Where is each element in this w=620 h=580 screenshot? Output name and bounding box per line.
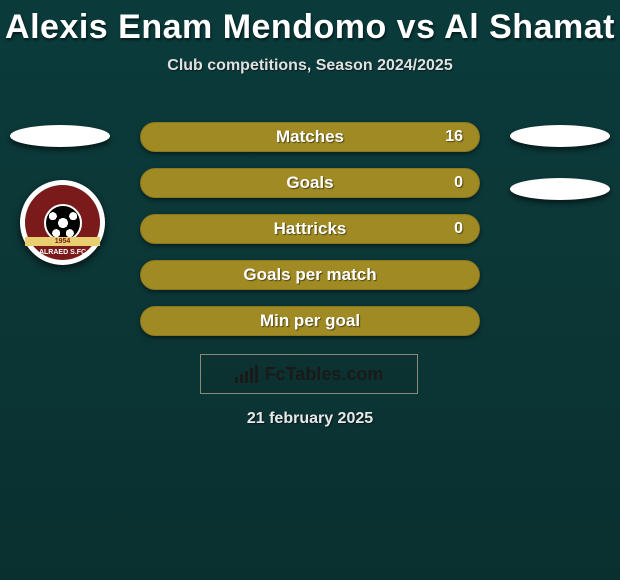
club-badge-year: 1954 xyxy=(25,237,100,246)
stat-value: 0 xyxy=(454,220,463,238)
stat-bar-min-per-goal: Min per goal xyxy=(140,306,480,336)
stat-label: Goals per match xyxy=(243,265,376,285)
stat-value: 0 xyxy=(454,174,463,192)
brand-text: FcTables.com xyxy=(265,364,384,385)
club-badge: 1954 ALRAED S.FC xyxy=(20,180,105,265)
stat-bars-container: Matches 16 Goals 0 Hattricks 0 Goals per… xyxy=(140,122,480,352)
club-badge-name: ALRAED S.FC xyxy=(25,249,100,256)
soccer-ball-icon xyxy=(44,204,82,242)
stat-bar-hattricks: Hattricks 0 xyxy=(140,214,480,244)
stat-bar-goals: Goals 0 xyxy=(140,168,480,198)
stat-label: Hattricks xyxy=(274,219,347,239)
stat-value: 16 xyxy=(445,128,463,146)
stat-label: Min per goal xyxy=(260,311,360,331)
stat-label: Goals xyxy=(286,173,333,193)
stat-bar-goals-per-match: Goals per match xyxy=(140,260,480,290)
stat-bar-matches: Matches 16 xyxy=(140,122,480,152)
page-title: Alexis Enam Mendomo vs Al Shamat xyxy=(0,0,620,47)
player-left-avatar-placeholder xyxy=(10,125,110,147)
brand-box[interactable]: FcTables.com xyxy=(200,354,418,394)
brand-bars-icon xyxy=(235,365,258,383)
stat-label: Matches xyxy=(276,127,344,147)
page-subtitle: Club competitions, Season 2024/2025 xyxy=(0,57,620,75)
player-right-avatar-placeholder-2 xyxy=(510,178,610,200)
club-badge-inner: 1954 ALRAED S.FC xyxy=(25,185,100,260)
date-line: 21 february 2025 xyxy=(0,410,620,428)
player-right-avatar-placeholder-1 xyxy=(510,125,610,147)
